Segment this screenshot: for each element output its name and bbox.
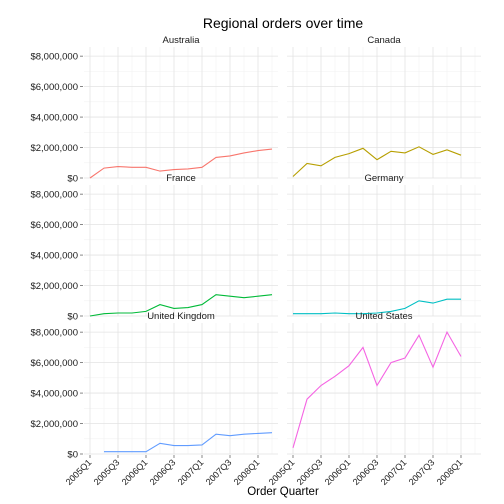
y-tick-label: $6,000,000: [30, 82, 78, 93]
facet-strip-label: United States: [355, 311, 412, 322]
y-tick-label: $2,000,000: [30, 143, 78, 154]
y-tick-label: $6,000,000: [30, 220, 78, 231]
x-tick-label: 2006Q1: [120, 457, 150, 487]
series-line: [89, 294, 273, 317]
facet-panel: France: [84, 173, 278, 317]
facet-panel: Germany: [287, 173, 481, 317]
series-line: [89, 148, 273, 179]
x-tick-label: 2006Q3: [351, 457, 381, 487]
y-tick-label: $0: [67, 174, 78, 185]
series-line: [104, 432, 273, 453]
x-tick-label: 2007Q3: [204, 457, 234, 487]
x-tick-label: 2007Q1: [379, 457, 409, 487]
x-axis-label: Order Quarter: [247, 486, 319, 498]
y-tick-label: $4,000,000: [30, 389, 78, 400]
series-line: [292, 146, 462, 177]
x-tick-label: 2007Q3: [407, 457, 437, 487]
x-axis: 2005Q12005Q32006Q12006Q32007Q12007Q32008…: [64, 455, 465, 487]
y-tick-label: $6,000,000: [30, 358, 78, 369]
facet-strip-label: Australia: [163, 35, 201, 46]
series-line: [292, 330, 462, 449]
x-tick-label: 2008Q1: [232, 457, 262, 487]
facet-strip-label: Germany: [364, 173, 403, 184]
facet-panel: Canada: [287, 35, 481, 179]
x-tick-label: 2005Q1: [267, 457, 297, 487]
y-tick-label: $0: [67, 450, 78, 461]
y-tick-label: $8,000,000: [30, 328, 78, 339]
facet-strip-label: France: [166, 173, 196, 184]
chart-title: Regional orders over time: [203, 15, 364, 31]
y-tick-label: $4,000,000: [30, 251, 78, 262]
facet-panel: United States: [287, 311, 481, 455]
y-tick-label: $8,000,000: [30, 52, 78, 63]
x-tick-label: 2007Q1: [176, 457, 206, 487]
x-tick-label: 2006Q1: [323, 457, 353, 487]
x-tick-label: 2005Q1: [64, 457, 94, 487]
y-tick-label: $2,000,000: [30, 281, 78, 292]
facet-strip-label: Canada: [367, 35, 401, 46]
y-axes: $0 $2,000,000 $4,000,000 $6,000,000 $8,000,0…: [30, 52, 83, 461]
x-tick-label: 2008Q1: [435, 457, 465, 487]
x-tick-label: 2005Q3: [295, 457, 325, 487]
facet-strip-label: United Kingdom: [147, 311, 215, 322]
y-tick-label: $8,000,000: [30, 190, 78, 201]
x-tick-label: 2005Q3: [92, 457, 122, 487]
y-tick-label: $0: [67, 312, 78, 323]
x-tick-label: 2006Q3: [148, 457, 178, 487]
y-tick-label: $2,000,000: [30, 419, 78, 430]
facet-panel: Australia: [84, 35, 278, 179]
facet-panels: Australia Canada France Germany United Kingd…: [84, 35, 481, 455]
series-line: [293, 298, 461, 315]
facet-panel: United Kingdom: [84, 311, 278, 455]
y-tick-label: $4,000,000: [30, 113, 78, 124]
